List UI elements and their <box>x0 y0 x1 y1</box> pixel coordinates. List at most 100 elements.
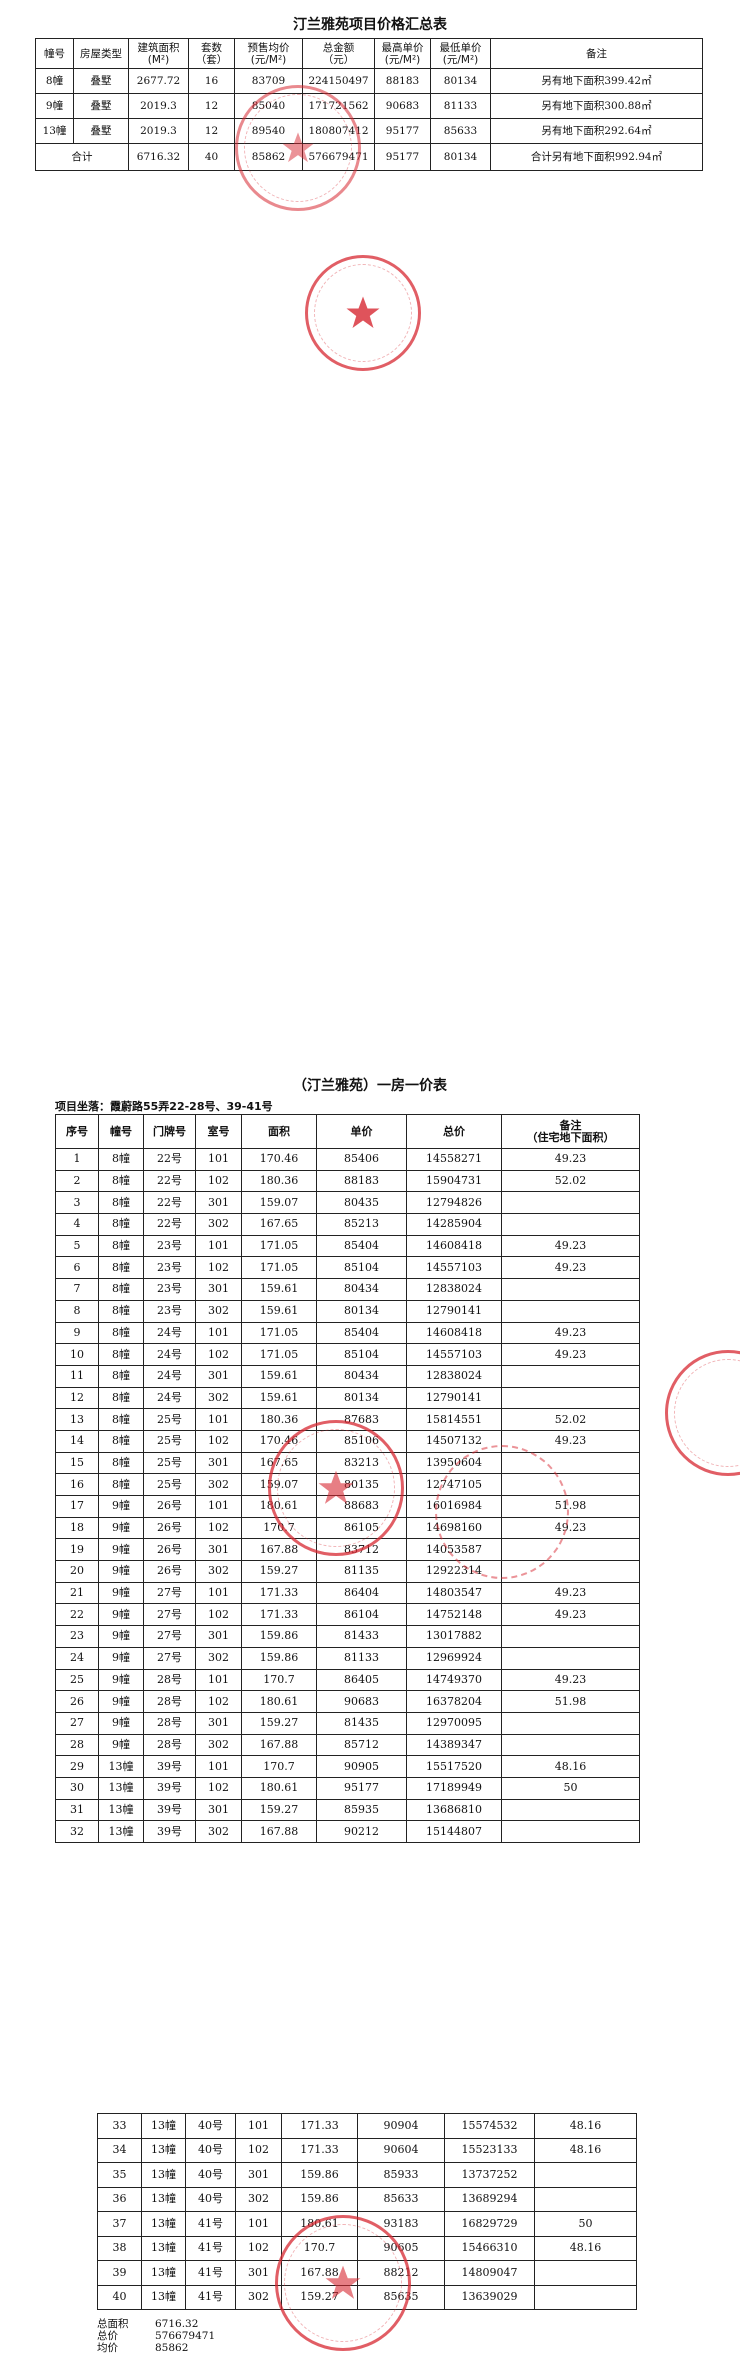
table-cell: 85406 <box>316 1148 407 1171</box>
table-cell: 14749370 <box>406 1668 502 1692</box>
table-cell: 41号 <box>185 2260 236 2286</box>
table-cell: 28号 <box>143 1733 196 1757</box>
table-cell: 24号 <box>143 1386 196 1410</box>
table-cell: 7 <box>55 1278 99 1301</box>
table-cell: 159.07 <box>241 1473 317 1496</box>
table-cell: 9幢 <box>98 1581 144 1605</box>
table-row: 5 8幢 23号 101 171.05 85404 14608418 49.23 <box>55 1234 640 1258</box>
project-address: 项目坐落：霞蔚路55弄22-28号、39-41号 <box>55 1100 273 1113</box>
table-cell: 14608418 <box>406 1321 502 1345</box>
table-cell: 24 <box>55 1646 99 1670</box>
table-cell: 102 <box>195 1690 242 1713</box>
table-cell: 170.46 <box>241 1148 317 1171</box>
table-cell: 24号 <box>143 1364 196 1388</box>
table-cell: 37 <box>97 2211 142 2237</box>
table-cell: 159.61 <box>241 1386 317 1410</box>
table-cell: 90604 <box>357 2137 445 2163</box>
table-cell: 9 <box>55 1321 99 1345</box>
table-cell: 80134 <box>430 68 491 94</box>
table-cell: 22号 <box>143 1169 196 1193</box>
table-cell: 8幢 <box>98 1213 144 1236</box>
table-cell: 2677.72 <box>128 68 189 94</box>
table-cell: 171.33 <box>241 1581 317 1605</box>
table-cell: 另有地下面积292.64㎡ <box>490 118 703 144</box>
table-cell: 16016984 <box>406 1495 502 1518</box>
table-row: 18 9幢 26号 102 170.7 86105 14698160 49.23 <box>55 1516 640 1540</box>
table-cell: 52.02 <box>501 1408 640 1431</box>
table-cell: 14557103 <box>406 1256 502 1280</box>
table-cell: 95177 <box>374 143 431 171</box>
table-cell: 49.23 <box>501 1603 640 1627</box>
table-cell: 22号 <box>143 1213 196 1236</box>
table-cell: 302 <box>235 2284 282 2310</box>
table-cell: 86105 <box>316 1516 407 1540</box>
table-cell: 13017882 <box>406 1625 502 1648</box>
table-row: 26 9幢 28号 102 180.61 90683 16378204 51.98 <box>55 1690 640 1713</box>
table-cell: 180.36 <box>241 1169 317 1193</box>
table-cell: 180.61 <box>241 1495 317 1518</box>
table-cell: 14698160 <box>406 1516 502 1540</box>
table-cell: 170.7 <box>281 2235 358 2261</box>
table-cell: 8幢 <box>98 1451 144 1475</box>
table-cell: 171.05 <box>241 1343 317 1366</box>
table-cell: 102 <box>195 1429 242 1453</box>
table-cell: 22 <box>55 1603 99 1627</box>
table-cell: 29 <box>55 1755 99 1778</box>
table-cell: 85935 <box>316 1798 407 1822</box>
table-cell: 302 <box>195 1560 242 1583</box>
table-cell: 13639029 <box>444 2284 535 2310</box>
table-cell: 14809047 <box>444 2260 535 2286</box>
table-cell: 13幢 <box>141 2162 186 2188</box>
table-cell: 27号 <box>143 1625 196 1648</box>
table-cell: 49.23 <box>501 1321 640 1345</box>
total-price-label: 总价 <box>97 2330 118 2342</box>
table-cell: 180807412 <box>302 118 375 144</box>
table-cell: 13幢 <box>141 2113 186 2139</box>
table-cell: 39号 <box>143 1798 196 1822</box>
table-cell: 13幢 <box>35 118 74 144</box>
table-row: 33 13幢 40号 101 171.33 90904 15574532 48.16 <box>97 2113 637 2139</box>
table-cell: 102 <box>195 1776 242 1800</box>
table-cell: 12790141 <box>406 1299 502 1323</box>
table-cell: 9幢 <box>35 93 74 119</box>
table-row: 9幢 叠墅 2019.3 12 85040 171721562 90683 81133 另有地下… <box>35 93 703 119</box>
table-cell: 90605 <box>357 2235 445 2261</box>
table-cell <box>501 1646 640 1670</box>
column-header: 最低单价 (元/M²) <box>430 38 491 69</box>
table-cell: 24号 <box>143 1321 196 1345</box>
table-cell: 12790141 <box>406 1386 502 1410</box>
table-cell: 14 <box>55 1429 99 1453</box>
table-cell: 50 <box>534 2211 637 2237</box>
table-cell: 28号 <box>143 1711 196 1735</box>
table-row: 10 8幢 24号 102 171.05 85104 14557103 49.23 <box>55 1343 640 1366</box>
table-cell <box>501 1191 640 1215</box>
table-cell: 170.7 <box>241 1755 317 1778</box>
table-cell: 14507132 <box>406 1429 502 1453</box>
table-cell: 19 <box>55 1538 99 1562</box>
star-icon <box>346 296 380 328</box>
table-row: 23 9幢 27号 301 159.86 81433 13017882 <box>55 1625 640 1648</box>
table-cell: 81135 <box>316 1560 407 1583</box>
table-cell: 41号 <box>185 2235 236 2261</box>
table-cell: 302 <box>195 1646 242 1670</box>
table-cell: 49.23 <box>501 1516 640 1540</box>
table-cell: 27号 <box>143 1603 196 1627</box>
table-cell: 95177 <box>316 1776 407 1800</box>
table-cell: 180.61 <box>241 1690 317 1713</box>
table-cell: 叠墅 <box>73 118 129 144</box>
table-cell: 90904 <box>357 2113 445 2139</box>
table-row: 30 13幢 39号 102 180.61 95177 17189949 50 <box>55 1776 640 1800</box>
table-cell: 20 <box>55 1560 99 1583</box>
table-cell: 159.86 <box>281 2162 358 2188</box>
table-cell: 28 <box>55 1733 99 1757</box>
table-cell: 302 <box>195 1473 242 1496</box>
table-cell: 81433 <box>316 1625 407 1648</box>
table-cell: 9幢 <box>98 1646 144 1670</box>
table-cell: 22号 <box>143 1191 196 1215</box>
table-cell <box>501 1798 640 1822</box>
table-cell: 301 <box>195 1364 242 1388</box>
table-cell: 87683 <box>316 1408 407 1431</box>
table-row: 11 8幢 24号 301 159.61 80434 12838024 <box>55 1364 640 1388</box>
table-cell: 27号 <box>143 1581 196 1605</box>
table-cell: 93183 <box>357 2211 445 2237</box>
